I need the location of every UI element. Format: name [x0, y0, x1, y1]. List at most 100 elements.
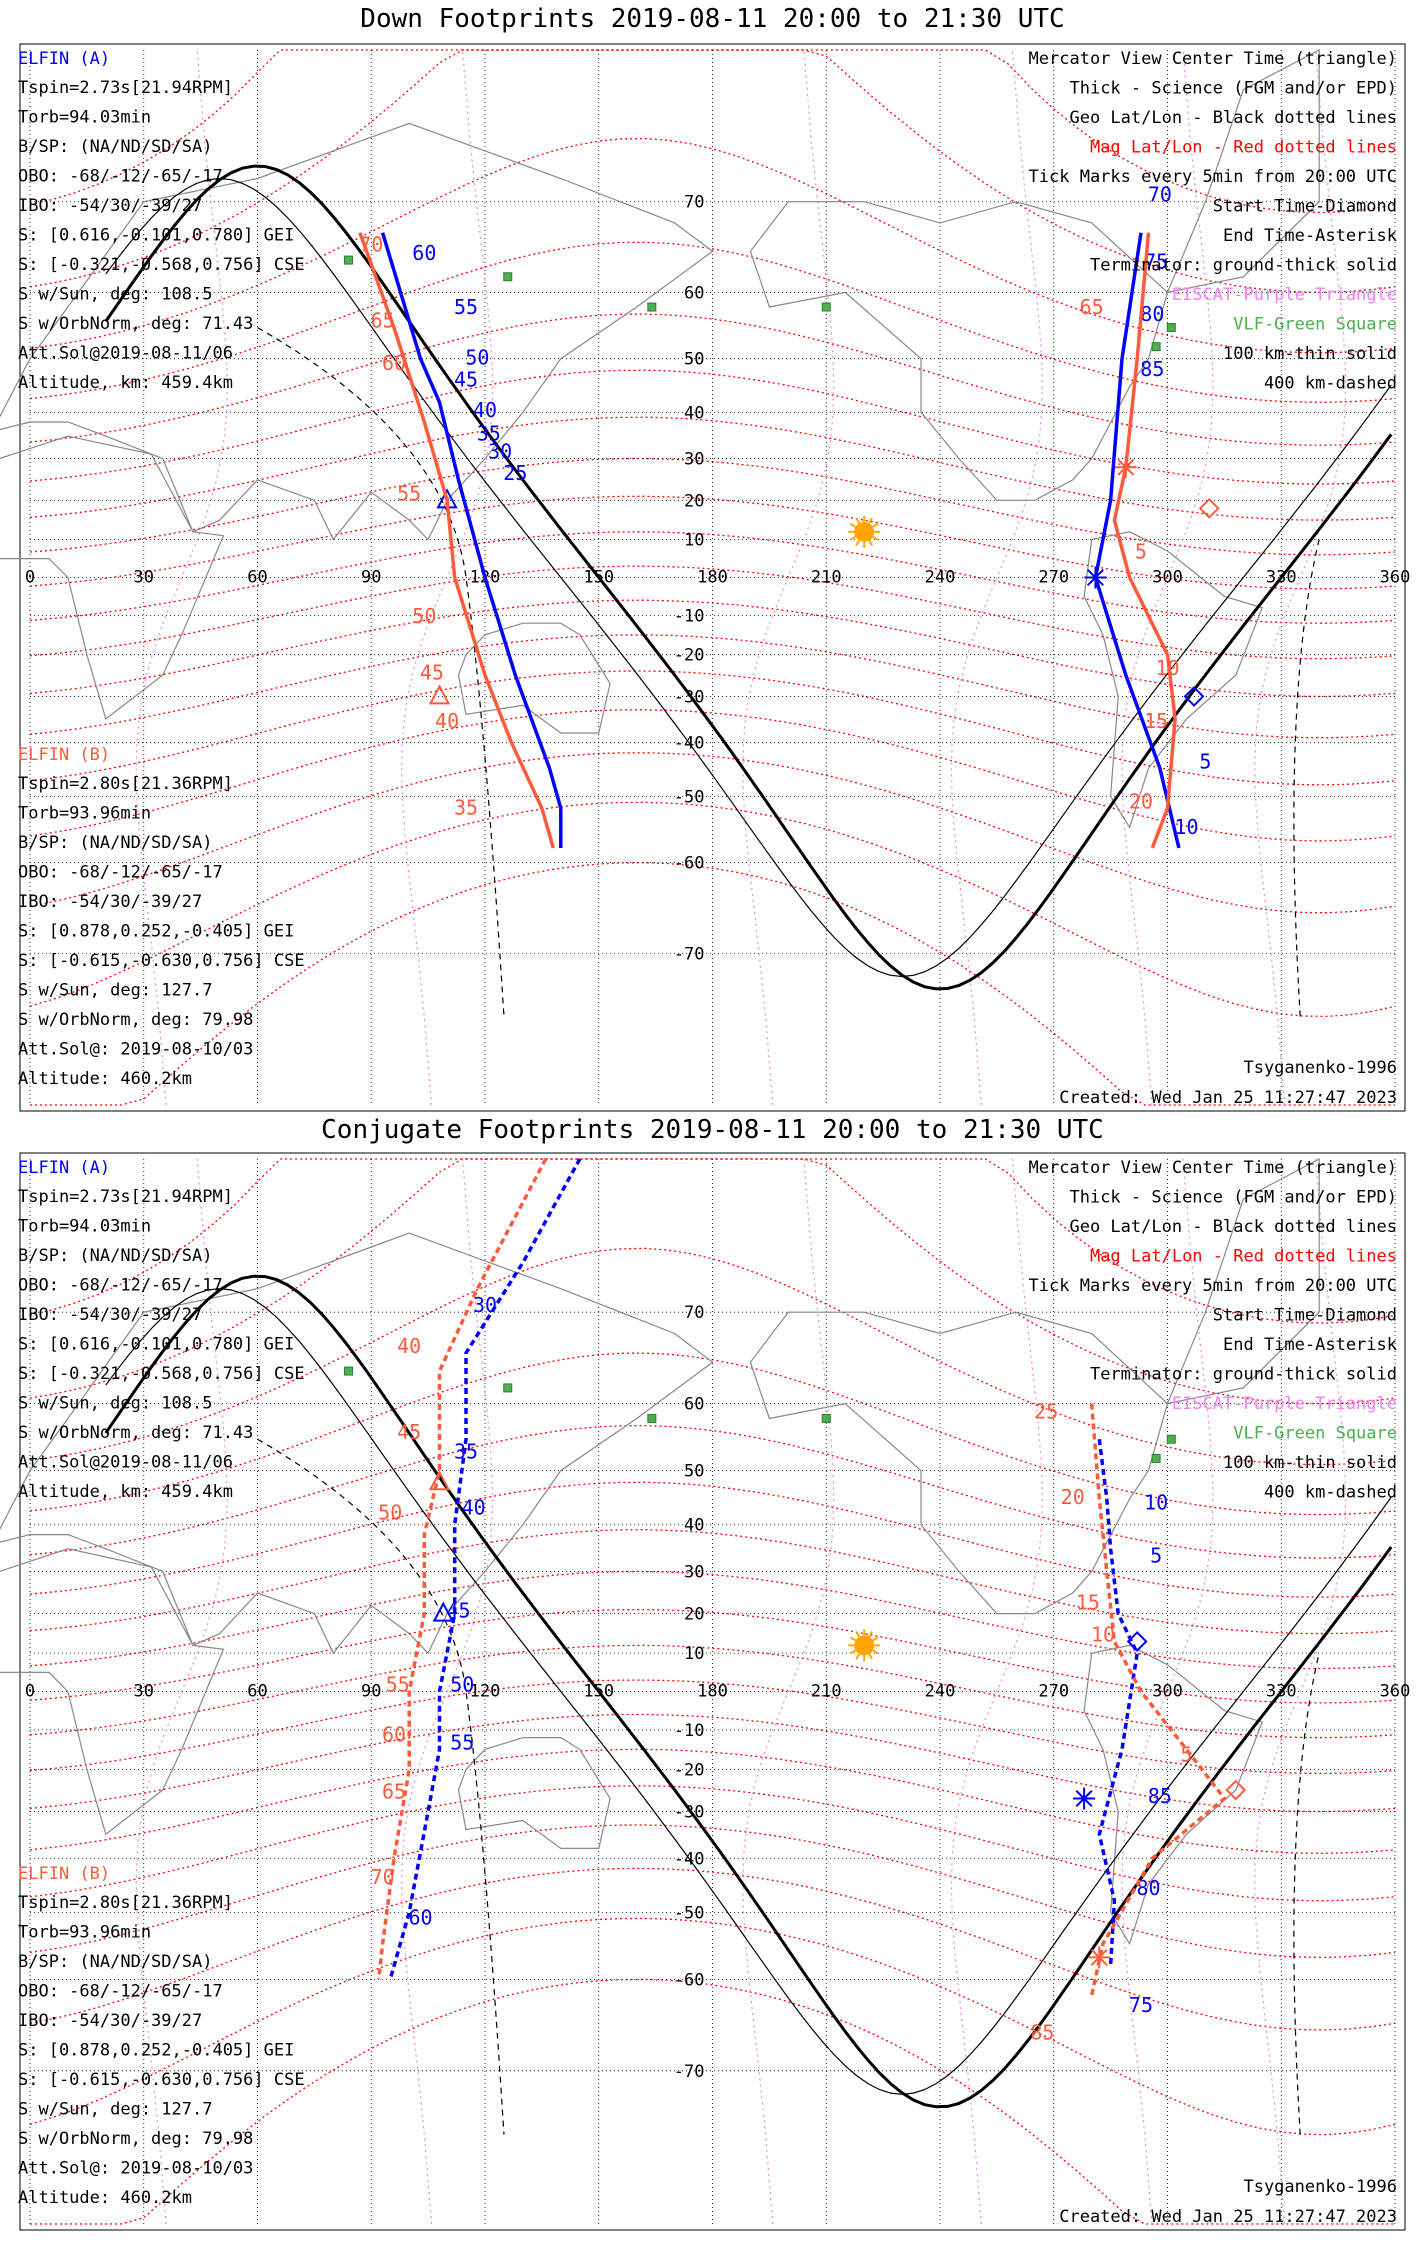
legend-entry: Terminator: ground-thick solid: [1090, 256, 1397, 276]
track-tick-label: 35: [454, 796, 478, 820]
track-tick-label: 15: [1076, 1591, 1100, 1615]
track-tick-label: 15: [1144, 709, 1168, 733]
elfin-a-line: S: [-0.321,-0.568,0.756] CSE: [18, 1364, 305, 1384]
terminator-400km-west: [257, 1438, 505, 2135]
center-time-triangle: [432, 1601, 454, 1622]
lat-tick-label: -10: [674, 606, 705, 626]
elfin-b-line: Tspin=2.80s[21.36RPM]: [18, 1893, 233, 1913]
track-tick-label: 30: [473, 1293, 497, 1317]
track-tick-label: 50: [450, 1673, 474, 1697]
elfin-a-line: Tspin=2.73s[21.94RPM]: [18, 1187, 233, 1207]
mag-lat-line: [29, 1481, 1396, 1598]
eiscat-meridian: [1121, 49, 1214, 1106]
sun-ray: [872, 1636, 879, 1642]
legend-entry: Mag Lat/Lon - Red dotted lines: [1090, 138, 1397, 158]
track-tick-label: 80: [1136, 1876, 1160, 1900]
track-tick-label: 45: [454, 368, 478, 392]
eiscat-lines: [135, 1158, 1347, 2225]
lon-tick-label: 300: [1152, 1682, 1183, 1702]
vlf-site-marker: [1166, 1434, 1176, 1444]
track-tick-label: 5: [1180, 1742, 1192, 1766]
elfin-b-info: ELFIN (B) Tspin=2.80s[21.36RPM] Torb=93.96…: [18, 745, 305, 1089]
mag-lat-line: [29, 1917, 1396, 2136]
track-tick-label: 70: [359, 232, 383, 256]
end-time-asterisk: [1084, 566, 1107, 589]
elfin-a-info: ELFIN (A) Tspin=2.73s[21.94RPM] Torb=94.03…: [18, 49, 305, 393]
track-tick-label: 75: [1129, 1993, 1153, 2017]
lon-tick-label: 150: [583, 1682, 614, 1702]
elfin-b-line: S w/OrbNorm, deg: 79.98: [18, 1010, 253, 1030]
sun-ray: [849, 1636, 857, 1642]
track-tick-label: 55: [386, 1673, 410, 1697]
eiscat-meridian: [950, 1158, 1044, 2225]
elfin-a-info: ELFIN (A) Tspin=2.73s[21.94RPM] Torb=94.03…: [18, 1158, 305, 1502]
track-tick-label: 70: [371, 1865, 395, 1889]
center-time-triangle: [428, 684, 451, 705]
footprint-track-elfin-a: [388, 1158, 582, 1980]
center-time-triangle: [428, 1470, 451, 1491]
track-tick-label: 10: [1174, 815, 1198, 839]
lon-tick-label: 240: [925, 1682, 956, 1702]
vlf-site-marker: [344, 1366, 353, 1376]
conjugate-footprints-panel: Conjugate Footprints 2019-08-11 20:00 to…: [0, 1115, 1425, 2250]
eiscat-meridian: [742, 1158, 835, 2225]
lat-tick-label: -40: [674, 1849, 705, 1869]
legend-entry: 100 km-thin solid: [1223, 1453, 1397, 1473]
lat-tick-label: 40: [684, 1516, 704, 1536]
track-tick-label: 60: [382, 1723, 406, 1747]
down-footprints-panel: Down Footprints 2019-08-11 20:00 to 21:3…: [0, 0, 1425, 1115]
elfin-b-line: S w/Sun, deg: 127.7: [18, 2100, 212, 2120]
terminator-100km: [105, 1288, 1392, 2095]
lat-tick-label: 30: [684, 450, 704, 470]
terminator-400km-east: [1293, 539, 1320, 1017]
eiscat-meridian: [135, 1158, 228, 2225]
mag-lat-line: [29, 1867, 1396, 2031]
track-tick-label: 85: [1030, 2021, 1054, 2045]
elfin-a-line: Torb=94.03min: [18, 108, 151, 128]
track-tick-label: 20: [1061, 1485, 1085, 1509]
lat-tick-label: 60: [684, 1395, 704, 1415]
created-label: Created: Wed Jan 25 11:27:47 2023: [1059, 2207, 1397, 2227]
lon-tick-label: 0: [25, 568, 35, 588]
track-tick-label: 50: [412, 604, 436, 628]
mag-lat-line: [29, 495, 1396, 590]
coastlines: [0, 1158, 1320, 1946]
lon-tick-label: 360: [1380, 568, 1411, 588]
mag-lat-line: [29, 369, 1396, 485]
track-tick-label: 35: [477, 422, 501, 446]
lat-tick-label: 30: [684, 1562, 704, 1582]
start-time-diamond: [1126, 1631, 1148, 1652]
mag-lat-line: [29, 241, 1396, 403]
continent-outline: [0, 1548, 225, 1836]
track-tick-label: 40: [397, 1334, 421, 1358]
legend-entry: End Time-Asterisk: [1223, 226, 1397, 246]
elfin-a-name: ELFIN (A): [18, 1158, 110, 1178]
eiscat-meridian: [1254, 1158, 1347, 2225]
legend-entry: EISCAT-Purple Triangle: [1172, 1394, 1397, 1414]
lon-tick-label: 180: [697, 1682, 728, 1702]
sun-ray: [872, 535, 879, 541]
track-tick-label: 50: [465, 345, 489, 369]
sun-ray: [872, 522, 879, 528]
elfin-b-line: OBO: -68/-12/-65/-17: [18, 863, 223, 883]
elfin-a-line: Tspin=2.73s[21.94RPM]: [18, 78, 233, 98]
lat-tick-label: -60: [674, 854, 705, 874]
track-tick-label: 30: [488, 440, 512, 464]
elfin-b-line: Tspin=2.80s[21.36RPM]: [18, 774, 233, 794]
elfin-a-name: ELFIN (A): [18, 49, 110, 69]
vlf-site-marker: [647, 302, 657, 312]
track-tick-label: 45: [446, 1599, 470, 1623]
asterisk-stroke: [1075, 1790, 1093, 1808]
footprint-track-elfin-b: [358, 232, 555, 849]
elfin-a-line: Altitude, km: 459.4km: [18, 373, 233, 393]
vlf-site-marker: [503, 272, 513, 282]
footprint-track-elfin-a: [1097, 1438, 1139, 1965]
lon-tick-label: 30: [134, 568, 154, 588]
lon-tick-label: 300: [1152, 568, 1183, 588]
footprint-track-elfin-b: [1089, 1403, 1227, 1996]
elfin-a-line: B/SP: (NA/ND/SD/SA): [18, 1246, 212, 1266]
elfin-b-line: Altitude: 460.2km: [18, 1069, 192, 1089]
lon-tick-label: 60: [247, 1682, 267, 1702]
end-time-asterisk: [1088, 1946, 1111, 1969]
track-tick-label: 70: [1148, 183, 1172, 207]
